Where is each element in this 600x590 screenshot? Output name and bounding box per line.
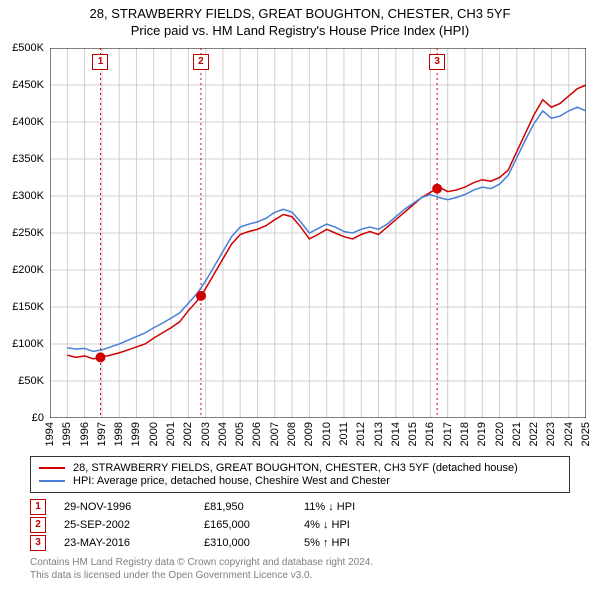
sale-marker: 3 [429,54,445,70]
y-tick-label: £250K [12,227,44,239]
legend-item: HPI: Average price, detached house, Ches… [39,475,561,487]
x-tick-label: 2003 [200,422,212,446]
x-tick-label: 2001 [165,422,177,446]
x-tick-label: 2008 [286,422,298,446]
x-tick-label: 2006 [251,422,263,446]
legend-label: HPI: Average price, detached house, Ches… [73,475,390,487]
x-tick-label: 1995 [61,422,73,446]
legend-swatch [39,480,65,482]
x-tick-label: 2013 [373,422,385,446]
x-tick-label: 2015 [407,422,419,446]
attribution-line-2: This data is licensed under the Open Gov… [30,569,373,582]
x-tick-label: 2023 [545,422,557,446]
x-tick-label: 2004 [217,422,229,446]
y-tick-label: £150K [12,301,44,313]
sale-marker: 2 [193,54,209,70]
y-tick-label: £0 [32,412,44,424]
x-tick-label: 1999 [130,422,142,446]
y-tick-label: £400K [12,116,44,128]
sale-hpi: 5% ↑ HPI [304,537,404,549]
x-tick-label: 1994 [44,422,56,446]
sales-table: 1 29-NOV-1996£81,95011% ↓ HPI 2 25-SEP-2002… [30,498,404,552]
chart-svg [50,48,586,418]
x-tick-label: 2024 [563,422,575,446]
sale-hpi: 4% ↓ HPI [304,519,404,531]
y-tick-label: £200K [12,264,44,276]
sale-price: £310,000 [204,537,304,549]
x-tick-label: 2000 [148,422,160,446]
sales-row: 3 23-MAY-2016£310,0005% ↑ HPI [30,534,404,552]
x-tick-label: 1998 [113,422,125,446]
title-line-2: Price paid vs. HM Land Registry's House … [0,23,600,40]
x-tick-label: 1996 [79,422,91,446]
attribution-text: Contains HM Land Registry data © Crown c… [30,556,373,582]
sale-price: £165,000 [204,519,304,531]
y-tick-label: £350K [12,153,44,165]
sale-hpi: 11% ↓ HPI [304,501,404,513]
sale-marker-inline: 2 [30,517,46,533]
x-tick-label: 2022 [528,422,540,446]
x-tick-label: 2005 [234,422,246,446]
x-tick-label: 2016 [424,422,436,446]
legend-box: 28, STRAWBERRY FIELDS, GREAT BOUGHTON, C… [30,456,570,493]
sale-date: 25-SEP-2002 [64,519,204,531]
sale-marker: 1 [92,54,108,70]
legend-swatch [39,467,65,469]
y-tick-label: £450K [12,79,44,91]
chart-area: £0£50K£100K£150K£200K£250K£300K£350K£400… [50,48,586,418]
sale-marker-inline: 3 [30,535,46,551]
x-tick-label: 2011 [338,422,350,446]
chart-container: 28, STRAWBERRY FIELDS, GREAT BOUGHTON, C… [0,0,600,590]
y-tick-label: £500K [12,42,44,54]
x-tick-label: 2007 [269,422,281,446]
sale-date: 23-MAY-2016 [64,537,204,549]
x-tick-label: 2014 [390,422,402,446]
sales-row: 1 29-NOV-1996£81,95011% ↓ HPI [30,498,404,516]
sale-date: 29-NOV-1996 [64,501,204,513]
sale-marker-inline: 1 [30,499,46,515]
x-tick-label: 2025 [580,422,592,446]
attribution-line-1: Contains HM Land Registry data © Crown c… [30,556,373,569]
x-tick-label: 2002 [182,422,194,446]
legend-label: 28, STRAWBERRY FIELDS, GREAT BOUGHTON, C… [73,462,518,474]
y-tick-label: £100K [12,338,44,350]
x-tick-label: 2010 [321,422,333,446]
title-line-1: 28, STRAWBERRY FIELDS, GREAT BOUGHTON, C… [0,6,600,23]
y-tick-label: £50K [18,375,44,387]
x-tick-label: 2017 [442,422,454,446]
x-tick-label: 2021 [511,422,523,446]
legend-item: 28, STRAWBERRY FIELDS, GREAT BOUGHTON, C… [39,462,561,474]
x-tick-label: 2018 [459,422,471,446]
y-tick-label: £300K [12,190,44,202]
sales-row: 2 25-SEP-2002£165,0004% ↓ HPI [30,516,404,534]
x-tick-label: 2009 [303,422,315,446]
x-tick-label: 2020 [494,422,506,446]
sale-price: £81,950 [204,501,304,513]
chart-title: 28, STRAWBERRY FIELDS, GREAT BOUGHTON, C… [0,0,600,40]
x-tick-label: 1997 [96,422,108,446]
x-tick-label: 2019 [476,422,488,446]
x-tick-label: 2012 [355,422,367,446]
